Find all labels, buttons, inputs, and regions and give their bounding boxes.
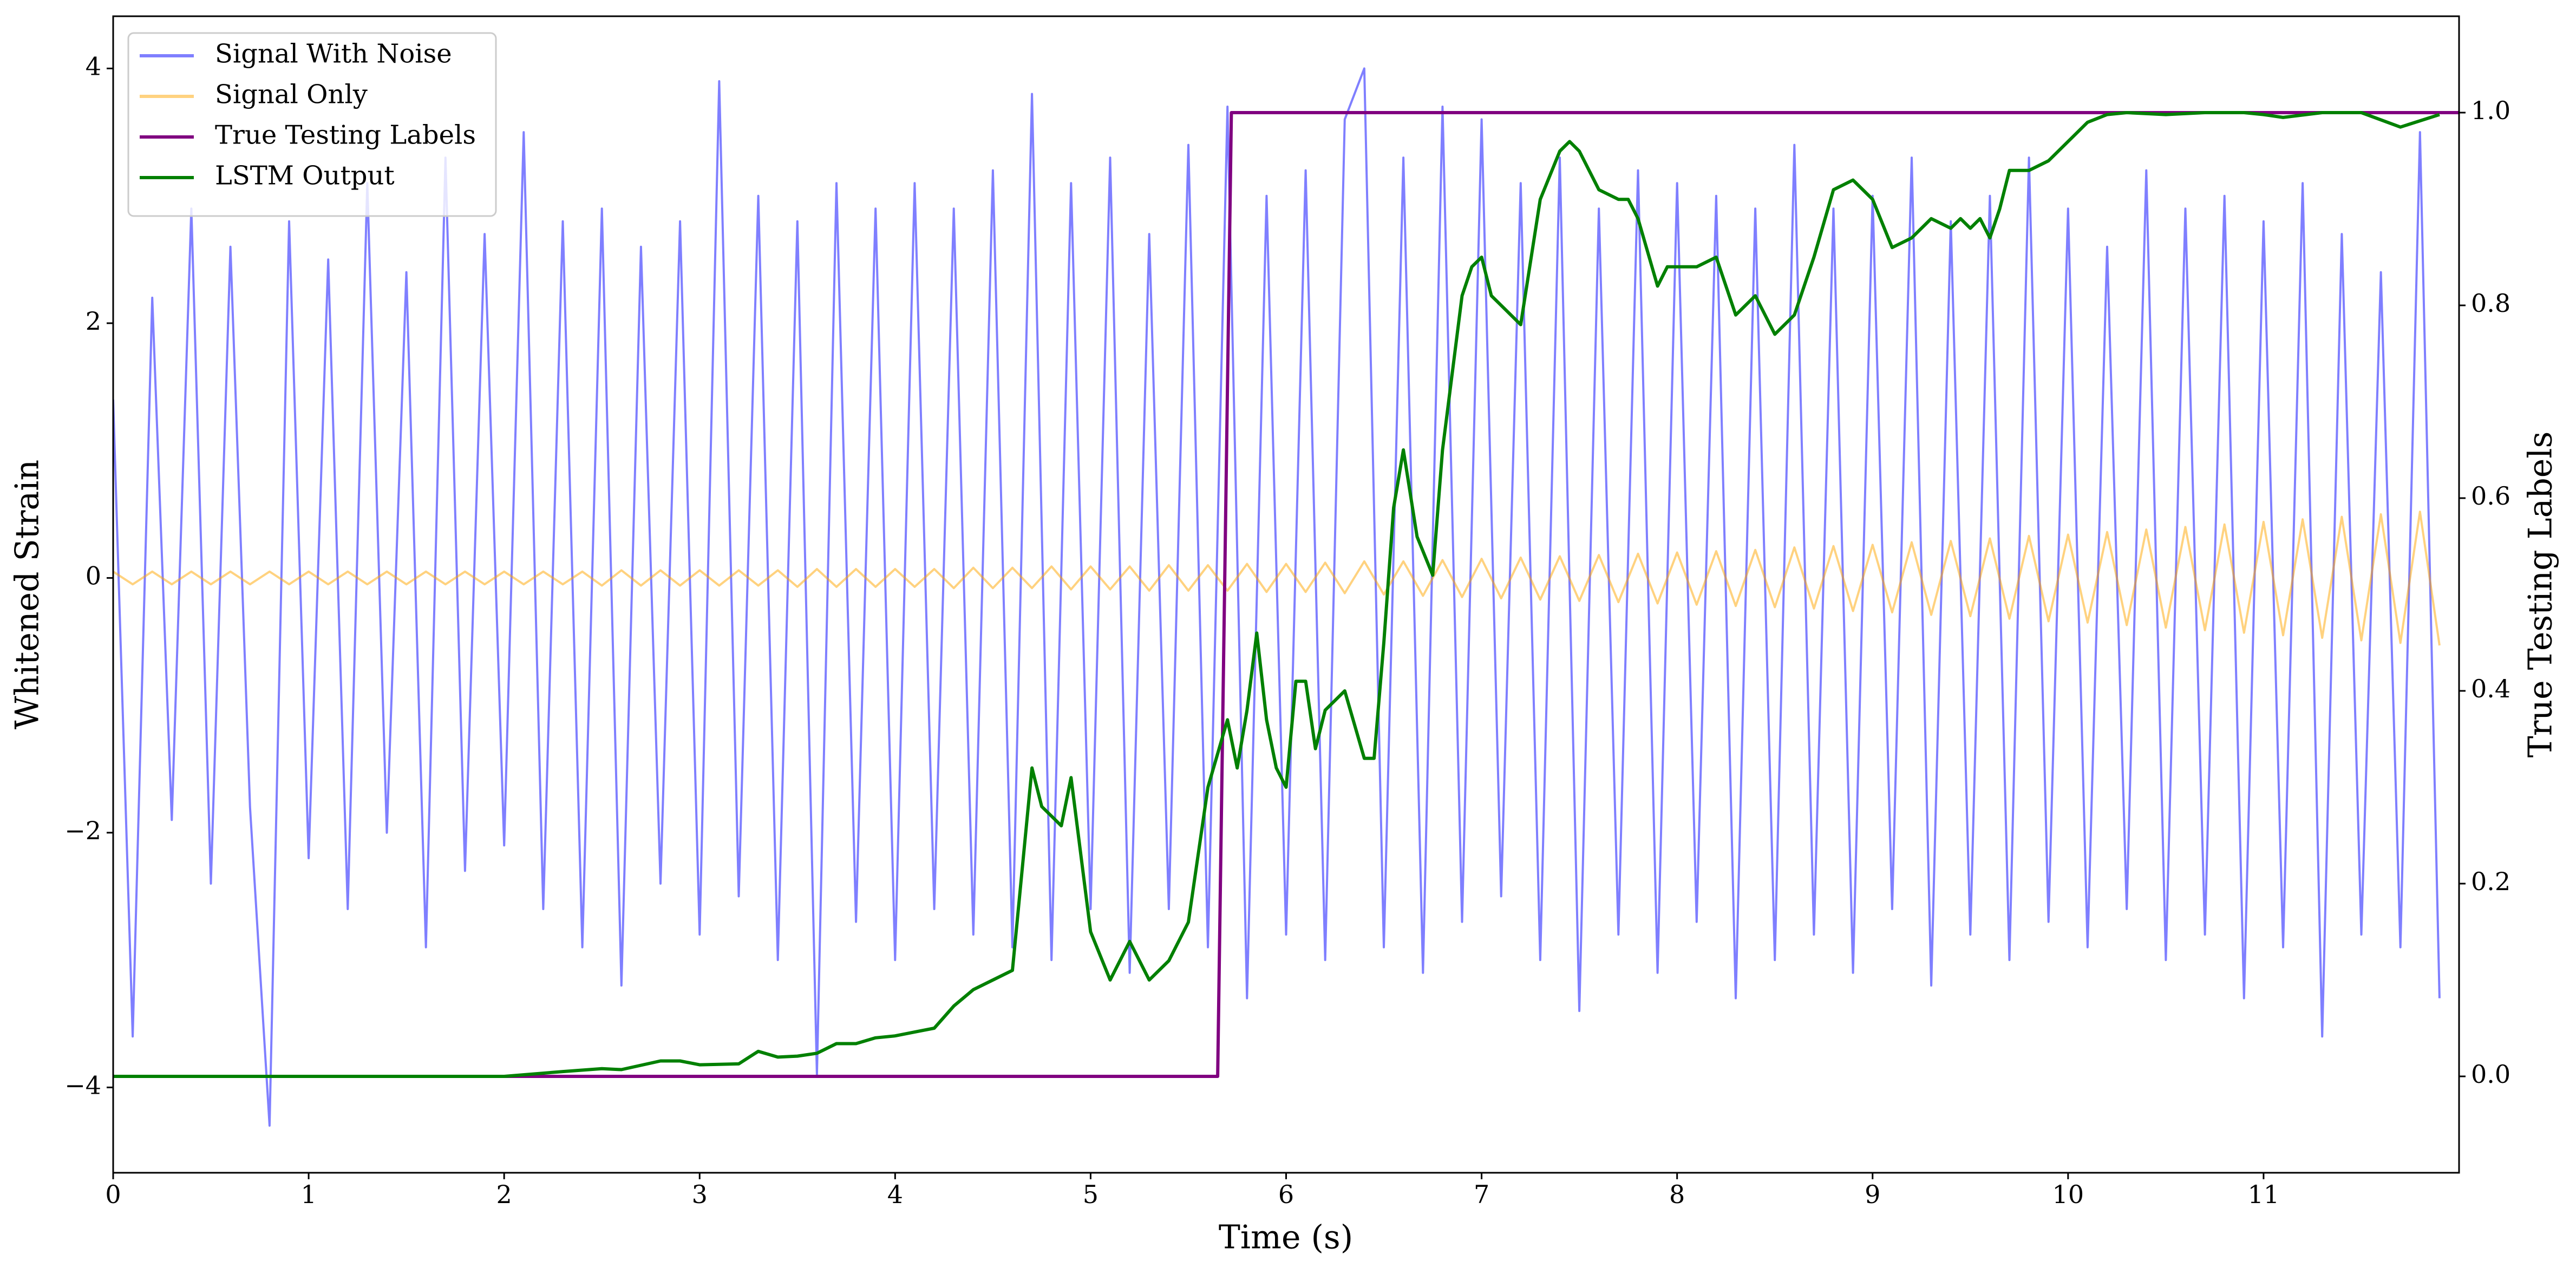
y2-tick-label: 0.4: [2471, 674, 2510, 703]
y2-tick-label: 1.0: [2471, 96, 2510, 125]
x-axis-label: Time (s): [1219, 1219, 1353, 1257]
y2-tick-label: 0.8: [2471, 289, 2510, 318]
x-tick-label: 4: [887, 1180, 903, 1209]
x-tick-label: 7: [1474, 1180, 1489, 1209]
x-tick-label: 9: [1865, 1180, 1880, 1209]
x-tick-label: 10: [2052, 1180, 2084, 1209]
plot-area: [113, 67, 2459, 1127]
x-tick-label: 1: [300, 1180, 316, 1209]
y-tick-label: −4: [64, 1070, 101, 1100]
y2-tick-label: 0.6: [2471, 481, 2510, 511]
x-tick-label: 3: [692, 1180, 708, 1209]
series-line: [113, 111, 2459, 1078]
y-tick-label: 0: [86, 561, 101, 590]
series-line: [113, 67, 2441, 1127]
legend-label: True Testing Labels: [215, 120, 476, 151]
x-tick-label: 5: [1083, 1180, 1099, 1209]
x-tick-label: 2: [496, 1180, 512, 1209]
x-tick-label: 0: [105, 1180, 121, 1209]
series-line: [113, 511, 2441, 646]
x-tick-label: 8: [1669, 1180, 1685, 1209]
x-tick-label: 6: [1278, 1180, 1294, 1209]
legend-label: LSTM Output: [215, 161, 395, 191]
legend-box: [127, 32, 497, 217]
x-tick-label: 11: [2248, 1180, 2280, 1209]
legend-label: Signal Only: [215, 80, 368, 110]
y-tick-label: 2: [86, 306, 101, 336]
legend: Signal With Noise Signal Only True Testing…: [127, 32, 497, 217]
series-line: [113, 111, 2440, 1078]
y2-tick-label: 0.2: [2471, 867, 2510, 896]
legend-label: Signal With Noise: [215, 39, 452, 69]
y-axis-label: Whitened Strain: [9, 460, 47, 729]
y2-tick-label: 0.0: [2471, 1060, 2510, 1089]
y-tick-label: −2: [64, 816, 101, 845]
y-tick-label: 4: [86, 51, 101, 81]
y2-axis-label: True Testing Labels: [2522, 432, 2560, 758]
